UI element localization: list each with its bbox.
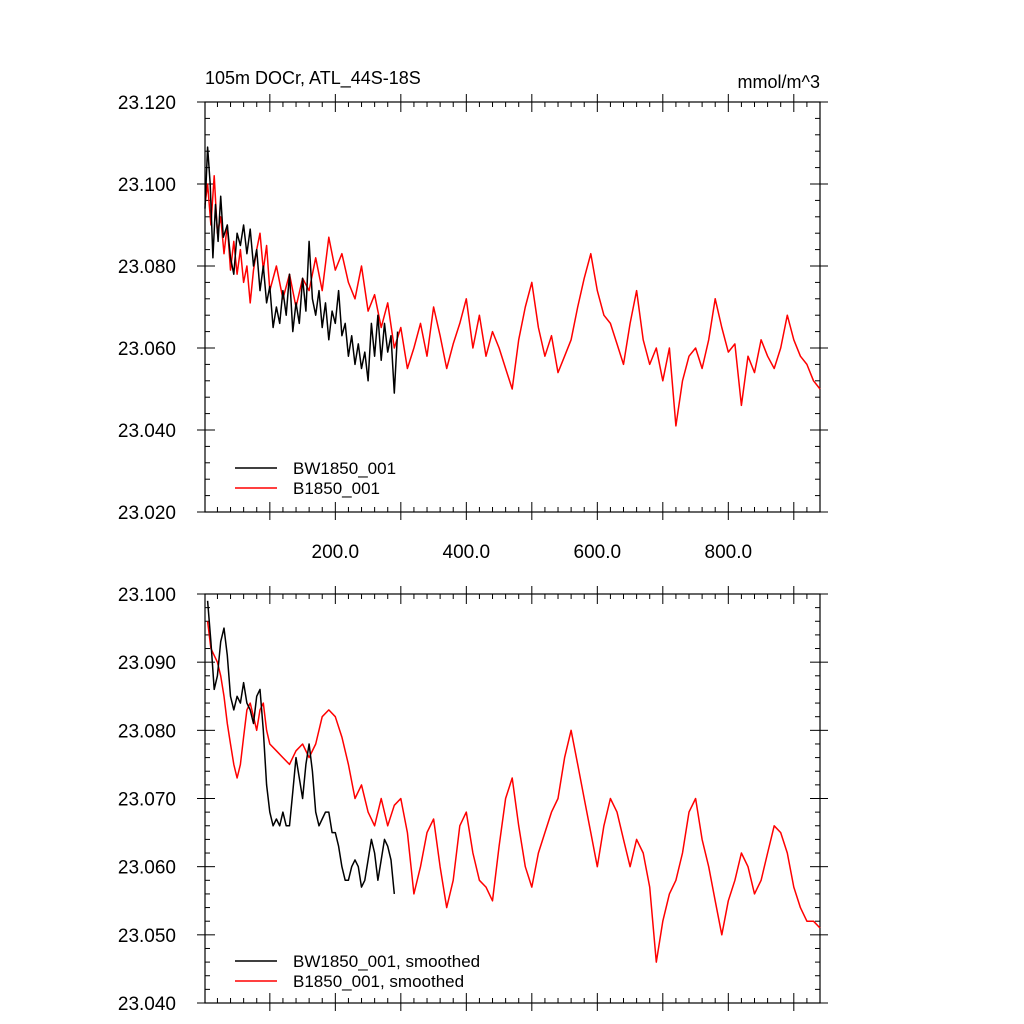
y-tick-label: 23.040 xyxy=(118,421,176,442)
y-tick-label: 23.100 xyxy=(118,585,176,606)
x-tick-label: 800.0 xyxy=(705,542,753,563)
y-tick-label: 23.080 xyxy=(118,721,176,742)
legend-label: BW1850_001 xyxy=(293,459,396,478)
legend-label: B1850_001 xyxy=(293,479,380,498)
bottom-panel: 23.040 23.050 23.060 23.070 23.080 23.090 23.1… xyxy=(118,585,828,1015)
y-tick-label: 23.040 xyxy=(118,994,176,1015)
series-line-1 xyxy=(206,621,821,963)
plot-frame xyxy=(204,593,821,1004)
legend-label: BW1850_001, smoothed xyxy=(293,952,480,971)
series-line-0 xyxy=(204,146,399,394)
series-line-0 xyxy=(206,600,396,894)
x-tick-label: 400.0 xyxy=(443,542,491,563)
legend-label: B1850_001, smoothed xyxy=(293,972,464,991)
y-tick-label: 23.060 xyxy=(118,858,176,879)
plot-frame xyxy=(204,101,821,513)
y-tick-label: 23.080 xyxy=(118,257,176,278)
y-tick-label: 23.060 xyxy=(118,339,176,360)
top-panel: 105m DOCr, ATL_44S-18S mmol/m^3 200.0 400… xyxy=(118,68,828,563)
chart-title: 105m DOCr, ATL_44S-18S xyxy=(205,68,421,89)
x-tick-label: 200.0 xyxy=(312,542,360,563)
y-tick-label: 23.020 xyxy=(118,503,176,524)
x-tick-label: 600.0 xyxy=(574,542,622,563)
y-tick-label: 23.090 xyxy=(118,653,176,674)
y-tick-label: 23.070 xyxy=(118,790,176,811)
units-label: mmol/m^3 xyxy=(738,72,820,92)
y-tick-label: 23.050 xyxy=(118,926,176,947)
series-line-1 xyxy=(204,175,821,427)
y-tick-label: 23.100 xyxy=(118,175,176,196)
y-tick-label: 23.120 xyxy=(118,93,176,114)
